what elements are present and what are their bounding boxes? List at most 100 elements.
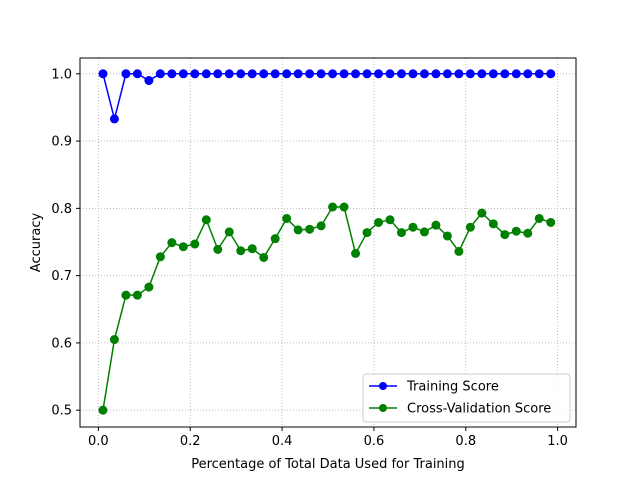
data-point-1-14: [259, 252, 269, 262]
data-point-1-32: [465, 222, 475, 232]
x-axis-label: Percentage of Total Data Used for Traini…: [191, 457, 465, 472]
series-layer: [98, 69, 556, 415]
data-point-1-5: [155, 252, 165, 262]
legend-box: [362, 373, 571, 423]
data-point-1-30: [442, 231, 452, 241]
data-point-0-18: [305, 69, 315, 79]
data-point-0-37: [523, 69, 533, 79]
data-point-1-31: [454, 246, 464, 256]
data-point-0-4: [144, 76, 154, 86]
x-tick-label: 1.0: [547, 434, 568, 449]
data-point-0-27: [408, 69, 418, 79]
data-point-1-8: [190, 239, 200, 249]
x-tick-label: 0.6: [364, 434, 385, 449]
data-point-0-16: [282, 69, 292, 79]
y-tick-label: 0.5: [51, 404, 72, 419]
plot-frame: [79, 57, 577, 428]
data-point-1-25: [385, 215, 395, 225]
data-point-1-26: [396, 228, 406, 238]
data-point-0-28: [419, 69, 429, 79]
data-point-1-7: [178, 242, 188, 252]
data-point-1-11: [224, 227, 234, 237]
data-point-0-38: [534, 69, 544, 79]
data-point-0-24: [374, 69, 384, 79]
data-point-1-17: [293, 225, 303, 235]
data-point-0-12: [236, 69, 246, 79]
series-line-1: [102, 206, 551, 411]
data-point-0-0: [98, 69, 108, 79]
data-point-0-15: [270, 69, 280, 79]
data-point-0-3: [132, 69, 142, 79]
data-point-1-28: [419, 227, 429, 237]
legend-label-cross-validation: Cross-Validation Score: [407, 402, 551, 417]
axis-ticks: 0.0 0.2 0.4 0.6 0.8 1.0 0.5 0.6 0.7 0.8 0.9 1.0: [51, 67, 568, 449]
data-point-0-35: [500, 69, 510, 79]
data-point-0-8: [190, 69, 200, 79]
data-point-0-33: [477, 69, 487, 79]
x-tick-label: 0.8: [455, 434, 476, 449]
legend-label-training: Training Score: [406, 380, 499, 395]
data-point-1-4: [144, 282, 154, 292]
data-point-1-24: [374, 217, 384, 227]
data-point-0-7: [178, 69, 188, 79]
series-line-0: [102, 73, 551, 120]
data-point-0-19: [316, 69, 326, 79]
y-tick-label: 0.7: [51, 269, 72, 284]
data-point-0-5: [155, 69, 165, 79]
data-point-1-35: [500, 230, 510, 240]
data-point-1-21: [339, 202, 349, 212]
data-point-0-22: [351, 69, 361, 79]
data-point-1-34: [488, 219, 498, 229]
data-point-0-2: [121, 69, 131, 79]
data-point-0-31: [454, 69, 464, 79]
data-point-0-6: [167, 69, 177, 79]
legend-marker-training: [379, 382, 387, 390]
data-point-1-38: [534, 213, 544, 223]
data-point-1-1: [109, 335, 119, 345]
data-point-1-37: [523, 228, 533, 238]
data-point-0-9: [201, 69, 211, 79]
x-tick-label: 0.0: [88, 434, 109, 449]
y-tick-label: 0.8: [51, 202, 72, 217]
y-tick-label: 0.6: [51, 336, 72, 351]
data-point-1-3: [132, 290, 142, 300]
data-point-1-23: [362, 228, 372, 238]
data-point-1-20: [328, 202, 338, 212]
data-point-0-36: [511, 69, 521, 79]
y-tick-label: 0.9: [51, 135, 72, 150]
data-point-1-6: [167, 238, 177, 248]
data-point-0-13: [247, 69, 257, 79]
data-point-1-18: [305, 224, 315, 234]
data-point-0-17: [293, 69, 303, 79]
plot-area: [80, 58, 576, 427]
data-point-1-10: [213, 244, 223, 254]
data-point-1-0: [98, 405, 108, 415]
data-point-0-30: [442, 69, 452, 79]
data-point-1-19: [316, 221, 326, 231]
data-point-0-29: [431, 69, 441, 79]
data-point-0-1: [109, 114, 119, 124]
data-point-0-34: [488, 69, 498, 79]
data-point-0-25: [385, 69, 395, 79]
data-point-1-36: [511, 226, 521, 236]
data-point-0-23: [362, 69, 372, 79]
data-point-0-21: [339, 69, 349, 79]
y-axis-label: Accuracy: [29, 213, 44, 273]
data-point-1-39: [546, 217, 556, 227]
data-point-0-20: [328, 69, 338, 79]
data-point-0-14: [259, 69, 269, 79]
data-point-1-12: [236, 246, 246, 256]
data-point-1-9: [201, 215, 211, 225]
data-point-1-15: [270, 234, 280, 244]
data-point-1-16: [282, 213, 292, 223]
data-point-1-33: [477, 208, 487, 218]
legend-marker-cross-validation: [379, 404, 387, 412]
data-point-1-2: [121, 290, 131, 300]
data-point-0-39: [546, 69, 556, 79]
legend: Training Score Cross-Validation Score: [362, 373, 571, 423]
data-point-1-27: [408, 222, 418, 232]
data-point-1-13: [247, 244, 257, 254]
x-tick-label: 0.4: [272, 434, 293, 449]
data-point-1-29: [431, 220, 441, 230]
